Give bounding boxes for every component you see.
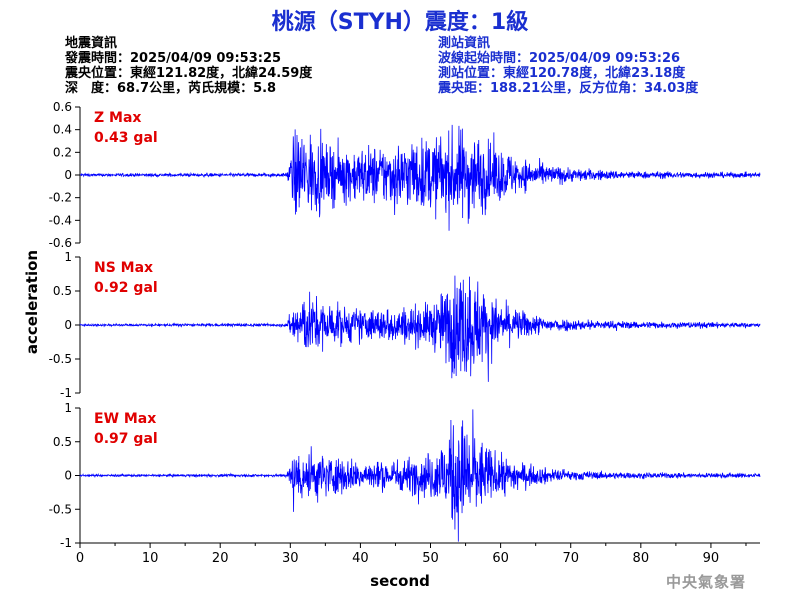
max-label-Z: Z Max (94, 110, 141, 126)
y-tick-label-Z: 0.4 (53, 123, 72, 137)
epicenter: 震央位置：東經121.82度，北緯24.59度 (65, 66, 313, 81)
x-tick-label: 70 (562, 551, 579, 566)
x-tick-label: 90 (703, 551, 720, 566)
y-tick-label-Z: 0 (64, 168, 72, 182)
max-label-NS: NS Max (94, 260, 153, 276)
agency-watermark: 中央氣象署 (665, 573, 746, 591)
waveform-NS (79, 275, 761, 382)
x-tick-label: 20 (212, 551, 229, 566)
y-tick-label-EW: -1 (60, 536, 72, 550)
max-value-NS: 0.92 gal (94, 280, 158, 296)
max-value-EW: 0.97 gal (94, 431, 158, 447)
y-tick-label-Z: -0.2 (49, 191, 72, 205)
y-tick-label-Z: 0.6 (53, 100, 72, 114)
y-tick-label-NS: 0 (64, 318, 72, 332)
max-value-Z: 0.43 gal (94, 130, 158, 146)
x-tick-label: 60 (492, 551, 509, 566)
waveform-EW (79, 409, 761, 542)
station-info: 測站資訊 波線起始時間：2025/04/09 09:53:26 測站位置：東經1… (438, 36, 698, 96)
y-tick-label-NS: 0.5 (53, 284, 72, 298)
event-info-heading: 地震資訊 (65, 36, 118, 51)
x-tick-label: 10 (142, 551, 159, 566)
x-tick-label: 40 (352, 551, 369, 566)
distance-azimuth: 震央距：188.21公里，反方位角：34.03度 (438, 81, 699, 96)
x-tick-label: 50 (422, 551, 439, 566)
origin-time: 發震時間：2025/04/09 09:53:25 (65, 51, 282, 66)
x-tick-label: 0 (76, 551, 84, 566)
x-tick-label: 30 (282, 551, 299, 566)
y-tick-label-Z: -0.4 (49, 213, 72, 227)
y-tick-label-EW: 1 (64, 401, 72, 415)
y-tick-label-EW: 0.5 (53, 435, 72, 449)
event-info: 地震資訊 發震時間：2025/04/09 09:53:25 震央位置：東經121… (65, 36, 312, 96)
y-tick-label-Z: -0.6 (49, 236, 72, 250)
x-tick-label: 80 (633, 551, 650, 566)
waveform-Z (79, 124, 761, 231)
depth-magnitude: 深 度：68.7公里，芮氏規模：5.8 (65, 81, 277, 96)
wave-start-time: 波線起始時間：2025/04/09 09:53:26 (438, 51, 681, 66)
y-tick-label-NS: -1 (60, 386, 72, 400)
y-tick-label-NS: -0.5 (49, 352, 72, 366)
max-label-EW: EW Max (94, 411, 156, 427)
station-location: 測站位置：東經120.78度，北緯23.18度 (438, 66, 686, 81)
y-tick-label-NS: 1 (64, 250, 72, 264)
page-title: 桃源（STYH）震度：1級 (271, 10, 529, 35)
y-tick-label-EW: 0 (64, 469, 72, 483)
y-tick-label-EW: -0.5 (49, 502, 72, 516)
station-info-heading: 測站資訊 (438, 36, 491, 51)
y-tick-label-Z: 0.2 (53, 145, 72, 159)
x-axis-label: second (370, 572, 430, 590)
y-axis-label: acceleration (23, 250, 41, 354)
